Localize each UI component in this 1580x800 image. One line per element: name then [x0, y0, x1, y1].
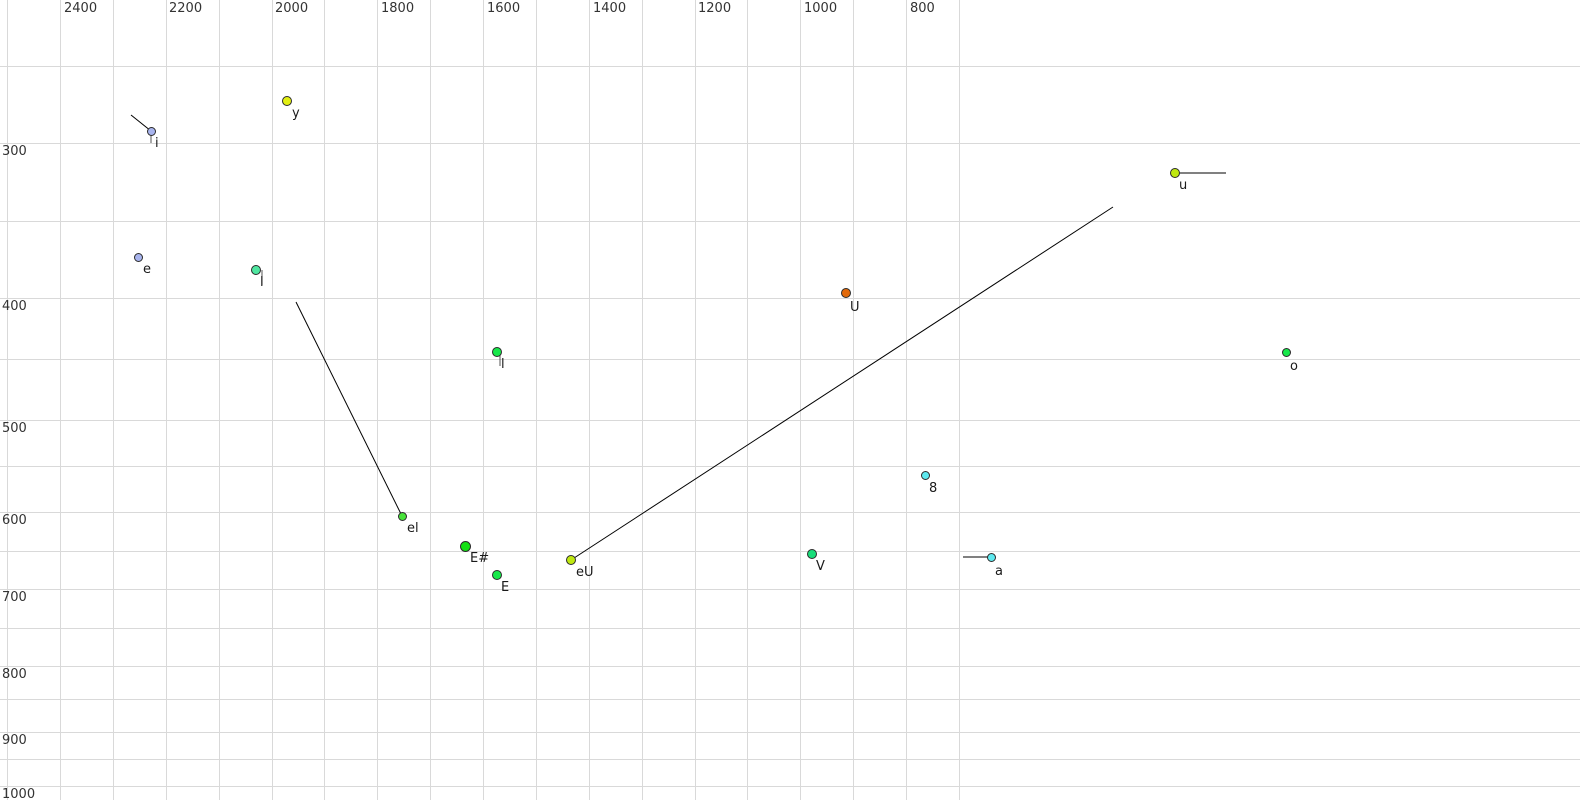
data-point-marker[interactable]: [459, 540, 471, 552]
data-point-marker[interactable]: [133, 252, 143, 262]
data-point-marker[interactable]: [251, 265, 261, 275]
gridline-horizontal: [0, 66, 1580, 67]
y-axis-tick-label: 1000: [2, 787, 36, 800]
gridline-horizontal: [0, 786, 1580, 787]
gridline-vertical: [430, 0, 431, 800]
x-axis-tick-label: 1400: [593, 1, 627, 16]
y-axis-tick-label: 900: [2, 733, 27, 748]
data-point-marker[interactable]: [566, 555, 576, 565]
data-point-marker[interactable]: [1170, 168, 1180, 178]
gridline-horizontal: [0, 759, 1580, 760]
gridline-horizontal: [0, 589, 1580, 590]
x-axis-tick-label: 1800: [381, 1, 415, 16]
data-point-label: el: [407, 521, 419, 536]
data-point-marker[interactable]: [1281, 347, 1291, 357]
gridline-vertical: [272, 0, 273, 800]
x-axis-tick-label: 2000: [275, 1, 309, 16]
x-axis-tick-label: 1000: [804, 1, 838, 16]
gridline-vertical: [166, 0, 167, 800]
data-point-marker[interactable]: [282, 96, 292, 106]
data-point-label: o: [1290, 359, 1298, 374]
data-point-label: E#: [470, 551, 490, 566]
gridline-vertical: [219, 0, 220, 800]
data-point-marker[interactable]: [807, 549, 817, 559]
gridline-horizontal: [0, 666, 1580, 667]
gridline-vertical: [536, 0, 537, 800]
data-point-marker[interactable]: [986, 552, 996, 562]
x-axis-tick-label: 800: [910, 1, 935, 16]
data-point-label: y: [292, 106, 300, 121]
data-point-label: a: [995, 564, 1003, 579]
data-point-label: V: [816, 559, 825, 574]
data-point-label: eU: [576, 565, 594, 580]
gridline-vertical: [60, 0, 61, 800]
data-point-label: i: [155, 136, 159, 151]
data-point-marker[interactable]: [841, 288, 851, 298]
y-axis-tick-label: 400: [2, 299, 27, 314]
data-point-label: l: [260, 275, 264, 290]
y-axis-tick-label: 800: [2, 667, 27, 682]
gridline-horizontal: [0, 732, 1580, 733]
data-point-label: E: [501, 580, 510, 595]
data-point-label: u: [1179, 178, 1188, 193]
data-point-marker[interactable]: [146, 126, 156, 136]
gridline-horizontal: [0, 628, 1580, 629]
data-point-label: U: [850, 300, 860, 315]
data-point-label: 8: [929, 481, 938, 496]
data-point-marker[interactable]: [920, 470, 930, 480]
gridline-vertical: [7, 0, 8, 800]
gridline-horizontal: [0, 699, 1580, 700]
x-axis-tick-label: 2400: [64, 1, 98, 16]
gridline-vertical: [113, 0, 114, 800]
gridline-horizontal: [0, 143, 1580, 144]
x-axis-tick-label: 1600: [487, 1, 521, 16]
y-axis-tick-label: 600: [2, 513, 27, 528]
y-axis-tick-label: 700: [2, 590, 27, 605]
data-point-label: l: [501, 357, 505, 372]
y-axis-tick-label: 300: [2, 144, 27, 159]
x-axis-tick-label: 1200: [698, 1, 732, 16]
data-point-marker[interactable]: [397, 511, 407, 521]
y-axis-tick-label: 500: [2, 421, 27, 436]
data-point-label: e: [143, 262, 151, 277]
x-axis-tick-label: 2200: [169, 1, 203, 16]
gridline-vertical: [483, 0, 484, 800]
data-point-marker[interactable]: [492, 347, 502, 357]
data-point-marker[interactable]: [492, 570, 502, 580]
